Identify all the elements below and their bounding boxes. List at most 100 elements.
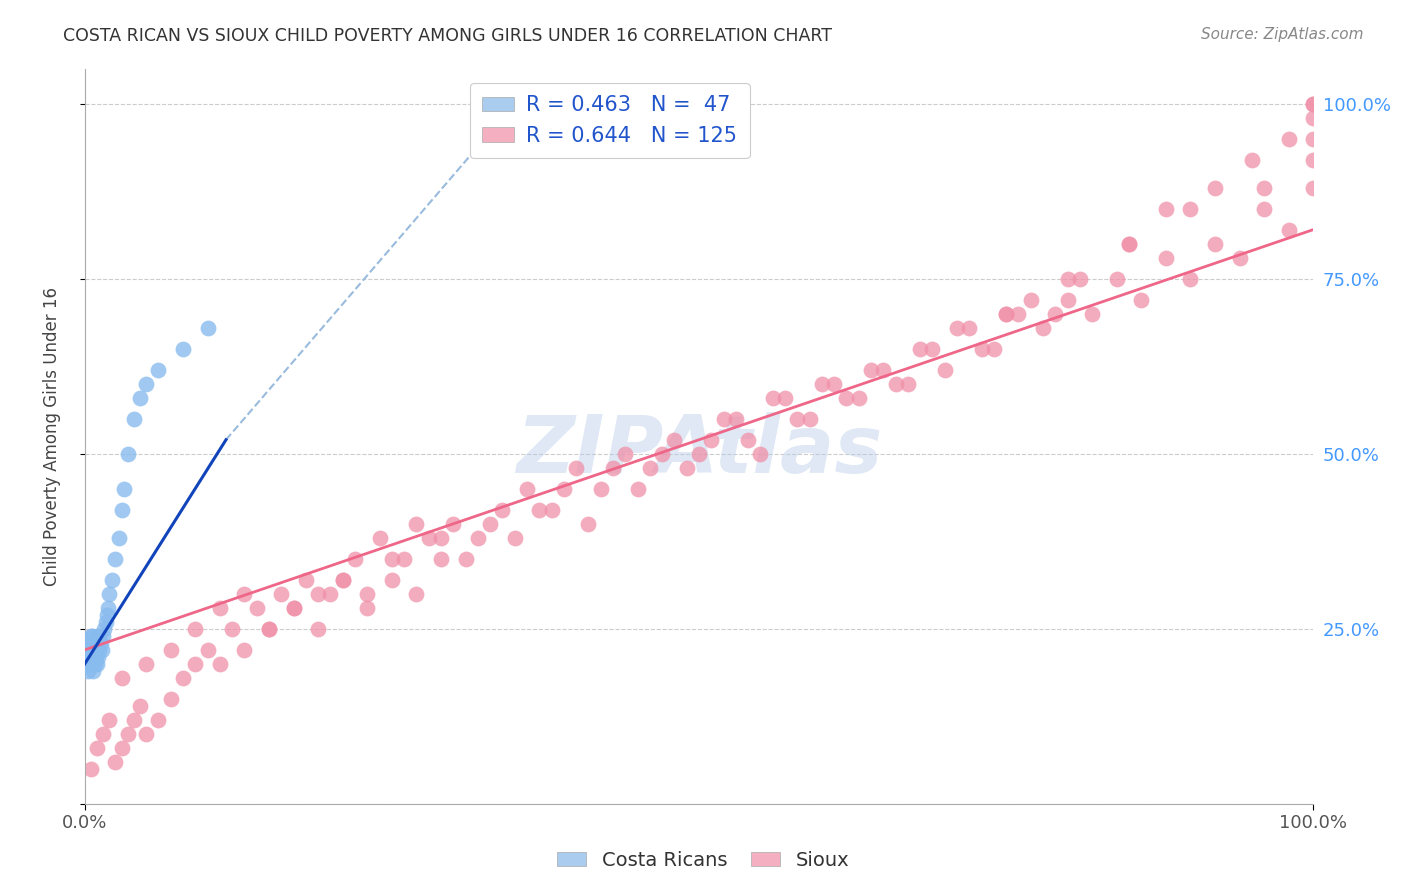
Point: [565, 460, 588, 475]
Point: [93, 622, 115, 636]
Point: [89, 629, 111, 643]
Point: [77, 664, 100, 678]
Point: [90, 643, 112, 657]
Point: [233, 643, 256, 657]
Point: [688, 447, 710, 461]
Point: [430, 551, 453, 566]
Point: [578, 516, 600, 531]
Point: [1240, 153, 1263, 167]
Point: [343, 551, 366, 566]
Point: [1056, 271, 1078, 285]
Point: [100, 573, 122, 587]
Point: [122, 411, 145, 425]
Point: [98, 713, 121, 727]
Point: [80, 636, 103, 650]
Point: [529, 503, 551, 517]
Point: [1154, 202, 1177, 216]
Point: [197, 320, 219, 334]
Point: [700, 433, 723, 447]
Point: [307, 587, 329, 601]
Point: [995, 307, 1018, 321]
Point: [1204, 236, 1226, 251]
Point: [270, 587, 292, 601]
Point: [356, 587, 378, 601]
Legend: R = 0.463   N =  47, R = 0.644   N = 125: R = 0.463 N = 47, R = 0.644 N = 125: [470, 83, 749, 158]
Point: [1302, 153, 1324, 167]
Point: [75, 657, 97, 671]
Point: [786, 411, 808, 425]
Point: [1007, 307, 1029, 321]
Point: [589, 482, 612, 496]
Point: [823, 376, 845, 391]
Point: [82, 636, 104, 650]
Point: [491, 503, 513, 517]
Point: [1081, 307, 1104, 321]
Point: [84, 649, 107, 664]
Point: [651, 447, 673, 461]
Point: [135, 727, 157, 741]
Point: [283, 600, 305, 615]
Point: [148, 713, 170, 727]
Point: [82, 657, 104, 671]
Point: [934, 362, 956, 376]
Point: [1278, 222, 1301, 236]
Legend: Costa Ricans, Sioux: Costa Ricans, Sioux: [550, 843, 856, 878]
Point: [356, 600, 378, 615]
Point: [1069, 271, 1091, 285]
Point: [148, 362, 170, 376]
Point: [1302, 96, 1324, 111]
Point: [257, 622, 280, 636]
Point: [479, 516, 502, 531]
Point: [1180, 271, 1202, 285]
Y-axis label: Child Poverty Among Girls Under 16: Child Poverty Among Girls Under 16: [44, 286, 60, 586]
Point: [332, 573, 354, 587]
Point: [184, 622, 207, 636]
Point: [117, 727, 139, 741]
Point: [172, 342, 194, 356]
Point: [799, 411, 821, 425]
Point: [104, 755, 127, 769]
Point: [307, 622, 329, 636]
Point: [208, 657, 231, 671]
Point: [1130, 293, 1153, 307]
Point: [638, 460, 661, 475]
Point: [1302, 131, 1324, 145]
Point: [553, 482, 575, 496]
Point: [197, 643, 219, 657]
Point: [381, 573, 404, 587]
Point: [84, 636, 107, 650]
Point: [1229, 251, 1251, 265]
Point: [441, 516, 464, 531]
Point: [184, 657, 207, 671]
Point: [540, 503, 562, 517]
Point: [79, 657, 101, 671]
Point: [112, 482, 135, 496]
Point: [91, 629, 114, 643]
Point: [1056, 293, 1078, 307]
Point: [122, 713, 145, 727]
Point: [835, 391, 858, 405]
Point: [80, 649, 103, 664]
Point: [332, 573, 354, 587]
Point: [762, 391, 785, 405]
Point: [82, 649, 104, 664]
Point: [76, 643, 98, 657]
Point: [1118, 236, 1140, 251]
Point: [257, 622, 280, 636]
Point: [1019, 293, 1042, 307]
Point: [172, 671, 194, 685]
Point: [368, 531, 391, 545]
Point: [1154, 251, 1177, 265]
Point: [98, 587, 121, 601]
Point: [454, 551, 477, 566]
Point: [283, 600, 305, 615]
Point: [921, 342, 943, 356]
Point: [79, 643, 101, 657]
Point: [737, 433, 759, 447]
Point: [90, 636, 112, 650]
Point: [135, 376, 157, 391]
Point: [86, 643, 108, 657]
Text: COSTA RICAN VS SIOUX CHILD POVERTY AMONG GIRLS UNDER 16 CORRELATION CHART: COSTA RICAN VS SIOUX CHILD POVERTY AMONG…: [63, 27, 832, 45]
Point: [503, 531, 526, 545]
Point: [108, 531, 131, 545]
